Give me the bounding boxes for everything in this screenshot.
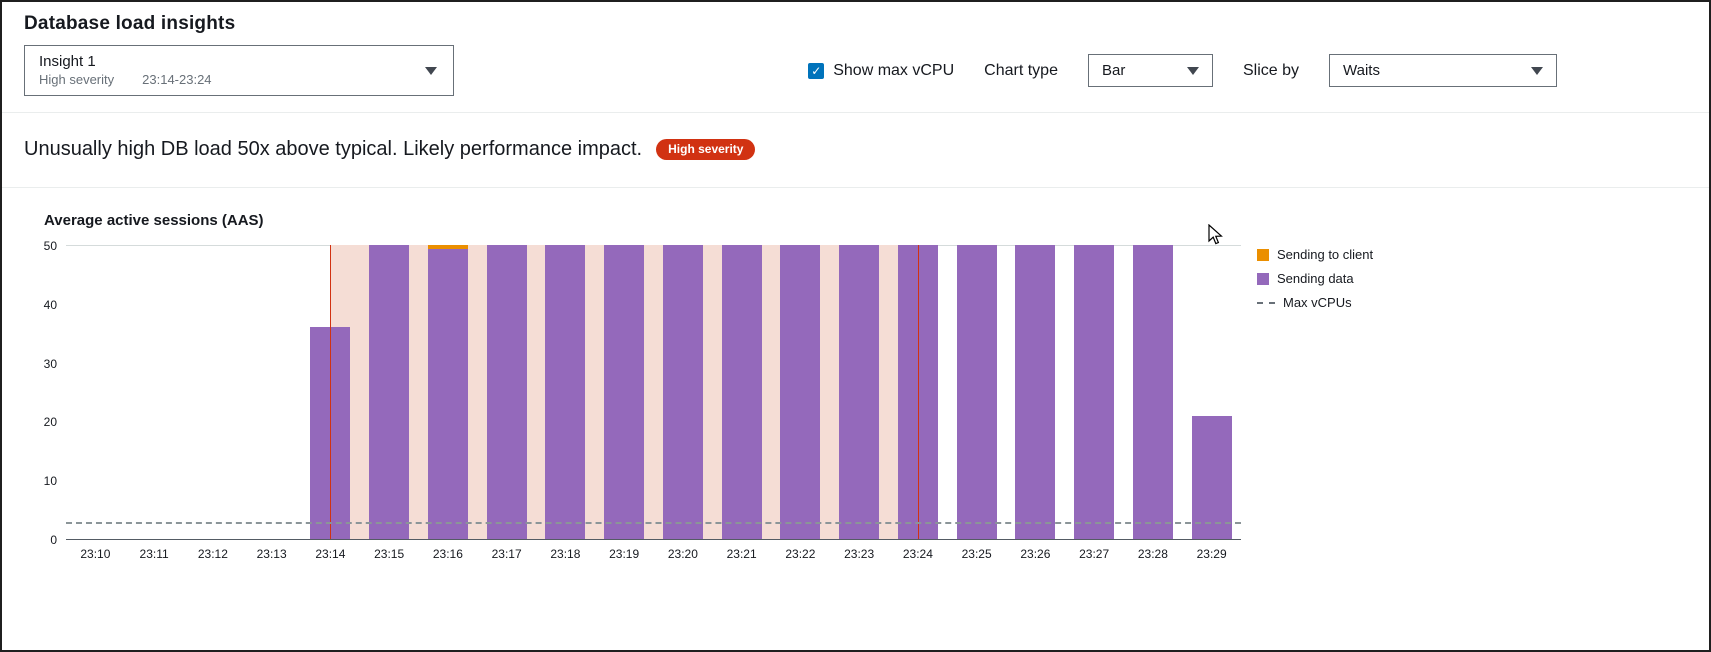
checkbox-checked-icon[interactable]: ✓ — [808, 62, 825, 79]
bar-sending-data[interactable] — [721, 245, 762, 539]
slice-by-label: Slice by — [1242, 61, 1299, 79]
bar-sending-data[interactable] — [662, 245, 703, 539]
insight-alert-message: Unusually high DB load 50x above typical… — [24, 138, 643, 160]
bar-sending-data[interactable] — [545, 245, 586, 539]
insight-start-line — [330, 245, 332, 539]
x-tick-label: 23:13 — [256, 547, 287, 561]
x-tick-label: 23:10 — [80, 547, 111, 561]
x-tick-label: 23:16 — [432, 547, 463, 561]
chart-type-select[interactable]: Bar — [1087, 54, 1213, 87]
sending-to-client-swatch — [1257, 248, 1269, 261]
insight-dropdown-value: Insight 1 — [39, 53, 96, 70]
y-tick-label: 40 — [43, 297, 57, 312]
x-tick-label: 23:12 — [197, 547, 228, 561]
x-tick-label: 23:15 — [374, 547, 405, 561]
x-tick-label: 23:19 — [609, 547, 640, 561]
x-tick-label: 23:18 — [550, 547, 581, 561]
chart: 0 10 20 30 40 50 Sending to client Sending da… — [30, 239, 1709, 547]
x-tick-label: 23:23 — [844, 547, 875, 561]
x-tick-label: 23:14 — [315, 547, 346, 561]
bar-sending-data[interactable] — [486, 245, 527, 539]
bar-sending-data[interactable] — [1074, 245, 1115, 539]
y-tick-label: 30 — [43, 356, 57, 371]
y-tick-label: 20 — [43, 415, 57, 430]
x-tick-label: 23:21 — [726, 547, 757, 561]
chart-title: Average active sessions (AAS) — [44, 212, 264, 229]
chart-controls: ✓ Show max vCPU Chart type Bar Slice by … — [808, 54, 1557, 87]
bar-sending-data[interactable] — [780, 245, 821, 539]
y-axis: 0 10 20 30 40 50 — [30, 239, 66, 547]
high-severity-badge: High severity — [656, 139, 756, 160]
x-tick-label: 23:22 — [785, 547, 816, 561]
bar-sending-data[interactable] — [1191, 415, 1232, 539]
sending-data-swatch — [1257, 272, 1269, 285]
x-tick-label: 23:27 — [1079, 547, 1110, 561]
chart-legend: Sending to client Sending data Max vCPUs — [1257, 245, 1373, 319]
chart-type-label: Chart type — [984, 61, 1058, 79]
insight-time-range: 23:14-23:24 — [142, 72, 212, 87]
bar-sending-data[interactable] — [956, 245, 997, 539]
legend-item-sending-to-client[interactable]: Sending to client — [1257, 247, 1373, 262]
chevron-down-icon — [1186, 66, 1199, 75]
x-tick-label: 23:20 — [667, 547, 698, 561]
y-tick-label: 0 — [50, 533, 57, 547]
chart-section: Average active sessions (AAS) 0 10 20 30 40 5… — [2, 188, 1709, 565]
plot-area[interactable] — [66, 245, 1241, 540]
bar-sending-data[interactable] — [427, 249, 468, 539]
y-tick-label: 50 — [43, 239, 57, 253]
x-tick-label: 23:26 — [1020, 547, 1051, 561]
max-vcpus-dashed-line-icon — [1257, 301, 1275, 304]
max-vcpus-line — [66, 522, 1241, 525]
x-tick-label: 23:11 — [139, 547, 169, 561]
bar-sending-data[interactable] — [897, 245, 938, 539]
insight-dropdown[interactable]: Insight 1 High severity 23:14-23:24 — [24, 45, 454, 96]
bar-sending-to-client[interactable] — [427, 245, 468, 250]
show-max-vcpu-label: Show max vCPU — [833, 61, 955, 79]
insight-dropdown-subtitle: High severity 23:14-23:24 — [39, 72, 409, 87]
slice-by-select[interactable]: Waits — [1329, 54, 1557, 87]
legend-label: Sending to client — [1277, 247, 1374, 262]
x-tick-label: 23:17 — [491, 547, 522, 561]
chart-type-value: Bar — [1101, 62, 1126, 79]
chevron-down-icon — [1531, 66, 1543, 75]
legend-item-max-vcpus[interactable]: Max vCPUs — [1257, 295, 1373, 310]
bar-sending-data[interactable] — [310, 327, 351, 539]
page-header: Database load insights — [2, 2, 1709, 35]
x-tick-label: 23:29 — [1196, 547, 1227, 561]
bar-sending-data[interactable] — [604, 245, 645, 539]
x-axis: 23:10 23:11 23:12 23:13 23:14 23:15 23:16 23:17… — [66, 547, 1241, 565]
bar-sending-data[interactable] — [369, 245, 410, 539]
insight-end-line — [917, 245, 919, 539]
y-tick-label: 10 — [43, 474, 57, 489]
bar-sending-data[interactable] — [1132, 245, 1173, 539]
insight-severity-label: High severity — [39, 72, 115, 87]
controls-bar: Insight 1 High severity 23:14-23:24 ✓ Sh… — [2, 35, 1709, 113]
legend-item-sending-data[interactable]: Sending data — [1257, 271, 1373, 286]
bar-sending-data[interactable] — [839, 245, 880, 539]
page-title: Database load insights — [24, 13, 236, 34]
x-tick-label: 23:24 — [902, 547, 933, 561]
legend-label: Max vCPUs — [1283, 295, 1352, 310]
insight-alert: Unusually high DB load 50x above typical… — [2, 113, 1709, 188]
show-max-vcpu-toggle[interactable]: ✓ Show max vCPU — [808, 62, 954, 80]
x-tick-label: 23:25 — [961, 547, 992, 561]
legend-label: Sending data — [1277, 271, 1354, 286]
x-tick-label: 23:28 — [1137, 547, 1168, 561]
chevron-down-icon — [425, 66, 437, 75]
bar-sending-data[interactable] — [1015, 245, 1056, 539]
slice-by-value: Waits — [1343, 62, 1380, 79]
